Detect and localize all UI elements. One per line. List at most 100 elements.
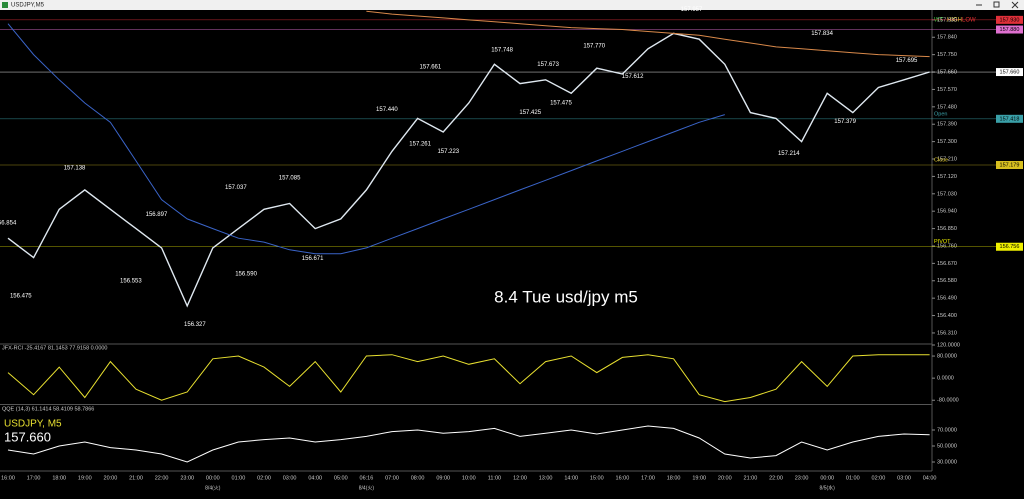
level-value: 157.660 [1000,69,1020,75]
price-annotation: 157.425 [519,110,541,116]
x-tick-label: 05:00 [334,475,348,481]
x-tick-label: 11:00 [488,475,501,481]
level-box [996,114,1023,123]
y-tick-label: 156.400 [937,313,957,319]
y-tick-label: 157.390 [937,122,957,128]
level-box [996,161,1023,170]
price-annotation: 157.037 [225,185,247,191]
series-line [7,23,725,255]
maximize[interactable] [993,1,1000,8]
price-annotation: 156.475 [10,294,32,300]
price-annotation: 157.834 [811,31,833,37]
level-name: Open [934,111,947,117]
price-annotation: 156.327 [184,322,206,328]
y-tick-label: 157.120 [937,174,957,180]
level-box [996,15,1023,24]
price-annotation: 156.671 [302,256,324,262]
y-tick-label: 157.750 [937,52,957,58]
x-tick-label: 21:00 [744,475,758,481]
y-tick-label: 156.490 [937,296,957,302]
x-tick-label: 10:00 [462,475,476,481]
level-value: 157.880 [1000,27,1020,33]
price-annotation: 157.261 [409,142,431,148]
x-tick-label: 00:00 [820,475,834,481]
indicator-title: JFX-RCI -25.4167 81.1453 77.9158 0.0000 [2,345,108,351]
x-tick-label: 03:00 [897,475,911,481]
x-tick-label: 19:00 [692,475,706,481]
caption: 8.4 Tue usd/jpy m5 [494,287,638,306]
level-box [996,242,1023,251]
price-annotation: 157.440 [376,107,398,113]
level-value: 157.930 [1000,17,1020,23]
price-annotation: 157.085 [279,176,301,182]
window-controls[interactable] [976,1,1019,9]
y-tick-label: 30.0000 [937,459,957,465]
price-annotation: 157.214 [778,151,800,157]
x-tick-label: 02:00 [872,475,886,481]
x-tick-label: 20:00 [104,475,118,481]
x-tick-label: 17:00 [27,475,41,481]
x-tick-label: 12:00 [513,475,527,481]
x-tick-label: 20:00 [718,475,732,481]
level-name: Close [934,157,948,163]
price-annotation: 157.770 [583,43,605,49]
price-annotation: 157.748 [491,48,513,54]
level-box [996,25,1023,34]
x-tick-label: 07:00 [385,475,399,481]
x-tick-label: 04:00 [923,475,937,481]
price-annotation: 157.673 [537,62,559,68]
level-value: 157.418 [1000,116,1020,122]
marker-text: WT [934,18,944,24]
x-tick-label: 14:00 [564,475,578,481]
y-tick-label: 156.850 [937,226,957,232]
y-tick-label: 157.030 [937,191,957,197]
series-line [7,354,930,403]
x-tick-label: 00:00 [206,475,220,481]
x-tick-label: 01:00 [232,475,246,481]
x-tick-label: 18:00 [52,475,66,481]
y-tick-label: 0.0000 [937,376,954,382]
x-tick-label: 09:00 [436,475,450,481]
price-annotation: 157.957 [681,7,703,13]
x-tick-label: 18:00 [667,475,681,481]
x-tick-label: 19:00 [78,475,92,481]
y-tick-label: 157.840 [937,35,957,41]
x-tick-label: 04:00 [308,475,322,481]
price-annotation: 157.475 [550,100,572,106]
y-tick-label: 70.0000 [937,427,957,433]
y-tick-label: 157.930 [937,17,957,23]
price-label: 157.660 [4,429,51,444]
title-bar [0,0,1024,10]
x-tick-label: 03:00 [283,475,297,481]
x-tick-label: 23:00 [180,475,194,481]
marker-text: HIGH [947,18,962,24]
price-annotation: 157.379 [834,119,856,125]
symbol-label: USDJPY, M5 [4,419,62,430]
level-value: 157.179 [1000,162,1020,168]
x-tick-label: 23:00 [795,475,809,481]
price-annotation: 157.695 [896,58,918,64]
x-tick-label: 22:00 [769,475,783,481]
y-tick-label: 156.310 [937,330,957,336]
x-tick-label: 17:00 [641,475,655,481]
date-label: 8/5(水) [820,484,836,491]
marker-text: LOW [962,18,976,24]
series-line [7,425,930,463]
x-tick-label: 21:00 [129,475,143,481]
y-tick-label: 157.660 [937,69,957,75]
y-tick-label: 157.210 [937,156,957,162]
level-value: 156.756 [1000,244,1020,250]
date-label: 8/4(火) [359,485,375,491]
series-line [366,10,930,58]
price-annotation: 157.612 [622,74,644,80]
price-annotation: 156.854 [0,220,17,226]
price-annotation: 157.661 [420,64,442,70]
price-annotation: 156.553 [120,279,142,285]
x-tick-label: 01:00 [846,475,860,481]
date-label: 8/4(火) [205,485,221,491]
close[interactable] [1011,1,1019,9]
y-tick-label: 156.670 [937,261,957,267]
price-annotation: 156.590 [235,271,257,277]
